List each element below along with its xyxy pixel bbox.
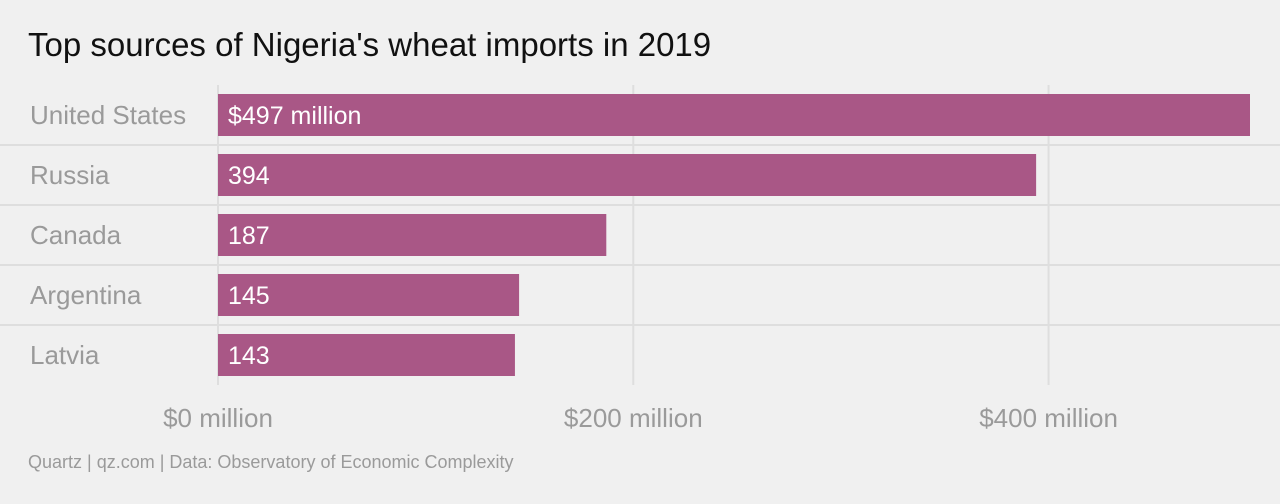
data-label: 187 bbox=[228, 222, 270, 250]
bar-layer bbox=[218, 94, 1250, 376]
data-label: 143 bbox=[228, 342, 270, 370]
label-layer: United States $497 million Russia 394 Canada… bbox=[30, 100, 361, 370]
bar bbox=[218, 154, 1037, 196]
bar bbox=[218, 94, 1250, 136]
data-label: 145 bbox=[228, 282, 270, 310]
data-label: 394 bbox=[228, 162, 270, 190]
bar bbox=[218, 214, 607, 256]
bar bbox=[218, 274, 520, 316]
source-note: Quartz | qz.com | Data: Observatory of E… bbox=[28, 452, 514, 472]
tick-layer: $0 million $200 million $400 million bbox=[163, 403, 1118, 433]
chart-title: Top sources of Nigeria's wheat imports i… bbox=[28, 26, 712, 63]
category-label: Russia bbox=[30, 160, 110, 190]
x-tick-label: $200 million bbox=[564, 403, 703, 433]
category-label: United States bbox=[30, 100, 186, 130]
data-label: $497 million bbox=[228, 102, 361, 130]
category-label: Canada bbox=[30, 220, 122, 250]
x-tick-label: $400 million bbox=[979, 403, 1118, 433]
category-label: Argentina bbox=[30, 280, 142, 310]
bar bbox=[218, 334, 515, 376]
category-label: Latvia bbox=[30, 340, 100, 370]
x-tick-label: $0 million bbox=[163, 403, 273, 433]
